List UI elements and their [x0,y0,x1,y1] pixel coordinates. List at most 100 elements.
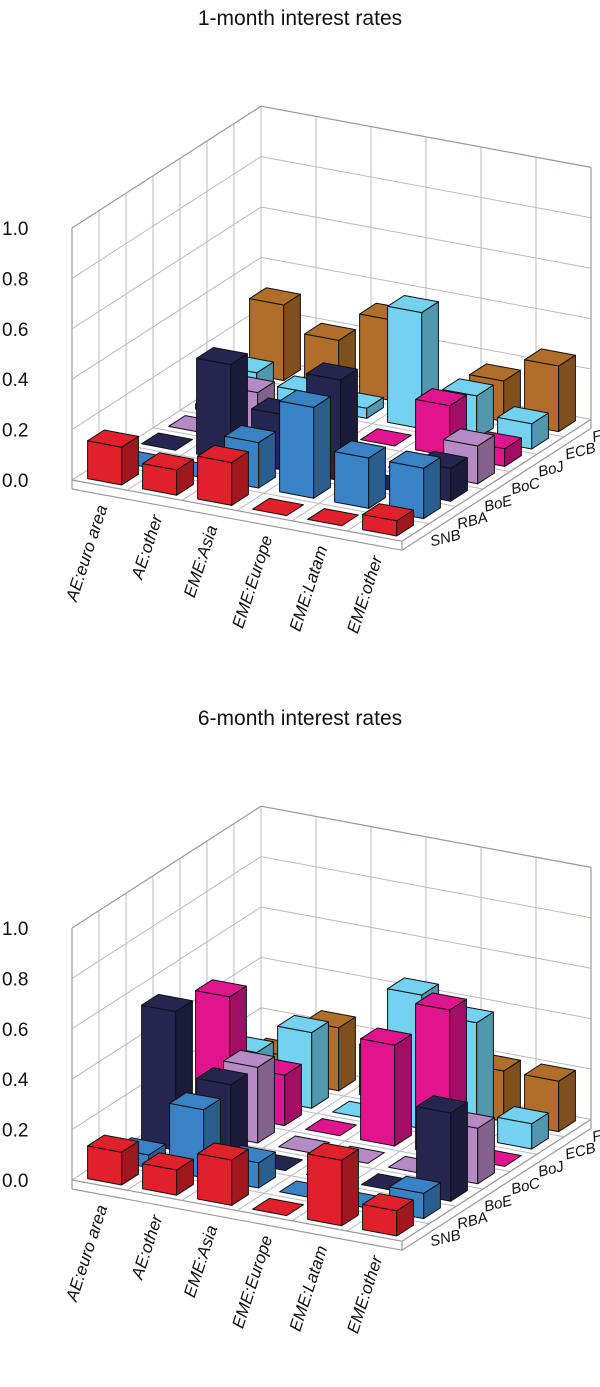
x-category-label: EME:other [343,1252,386,1336]
grid-line [401,427,592,551]
bar-rba-1 [169,1092,221,1179]
x-category-label: EME:Europe [228,533,276,631]
y-axis-ticks: 0.0 0.2 0.4 0.6 0.8 1.0 [2,219,29,492]
bar-top-face [306,362,358,381]
y-tick-label: 0.8 [2,969,28,990]
bar-top-face [442,378,494,397]
chart-panel-6-month: 6-month interest rates 0.0 0.2 0.4 0.6 0… [2,707,600,1336]
y-tick-label: 0.6 [2,320,28,341]
bar-ecb-5 [497,1106,549,1150]
bar-top-face [362,1193,414,1212]
bar-rba-3 [279,389,331,499]
y-tick-label: 0.4 [2,370,29,391]
bar-side-face [338,1016,356,1092]
x-category-label: EME:Europe [228,1233,276,1331]
bar-side-face [257,1056,275,1144]
bar-front-face [197,455,233,506]
depth-series-label: BoE [482,1192,515,1216]
bar-snb-4 [307,1142,359,1227]
bar-top-face [249,287,301,306]
x-category-label: EME:other [343,552,386,636]
bar-boe-0 [141,432,193,451]
bar-top-face [360,1027,412,1046]
y-tick-label: 1.0 [2,919,28,940]
bar-top-face [142,1152,194,1171]
bar-top-face [252,1197,304,1217]
bar-top-face [224,425,276,444]
bar-boj-2 [305,1118,357,1137]
y-tick-label: 0.2 [2,1121,28,1142]
grid-line [260,805,592,868]
bar-top-face [389,1175,441,1194]
bar-side-face [311,1021,329,1109]
bar-side-face [394,1033,412,1147]
x-category-label: EME:Latam [286,543,332,633]
bar-top-face [497,1106,549,1125]
x-category-label: EME:Latam [286,1243,332,1333]
bar-top-face [196,1067,248,1086]
bar-top-face [307,508,359,527]
bar-top-face [277,1014,329,1034]
chart-title: 1-month interest rates [198,7,402,30]
bar-side-face [450,1101,468,1202]
chart-title: 6-month interest rates [198,707,402,730]
grid-line [71,906,262,1030]
chart-panel-1-month: 1-month interest rates 0.0 0.2 0.4 0.6 0… [2,7,600,636]
bar-snb-0 [87,1134,139,1186]
bar-top-face [362,503,414,522]
bar-snb-2 [197,1142,249,1206]
grid-line [71,805,262,929]
bar-top-face [360,428,412,447]
bar-top-face [387,977,439,996]
bar-top-face [524,1063,576,1082]
bar-top-face [387,295,439,314]
bar-top-face [307,1142,359,1161]
bar-front-face [87,440,123,486]
depth-series-label: Fed [590,423,600,446]
bar-top-face [415,388,467,407]
bar-boj-3 [360,1027,412,1147]
grid-line [71,1188,403,1251]
bar-top-face [197,444,249,463]
bar-side-face [283,293,301,382]
depth-series-label: BoJ [536,1158,566,1181]
y-axis-ticks: 0.0 0.2 0.4 0.6 0.8 1.0 [2,919,29,1192]
grid-line [401,1118,592,1242]
bar-front-face [307,1153,343,1227]
bar-top-face [142,452,194,471]
bar-snb-1 [142,1152,194,1196]
bar-front-face [279,400,315,499]
depth-series-label: BoJ [536,458,566,481]
grid-line [71,307,262,431]
bar-top-face [524,348,576,367]
bar-top-face [141,993,193,1013]
y-tick-label: 1.0 [2,219,28,240]
x-category-label: AE:other [127,1211,166,1282]
bar-top-face [304,322,356,341]
depth-series-label: BoC [509,1175,542,1199]
depth-axis-labels: Fed ECB BoJ BoC BoE RBA SNB [428,1123,600,1250]
bar-side-face [313,396,331,499]
grid-line [71,105,262,229]
x-category-label: EME:Asia [180,1223,221,1300]
chart-bars [87,287,576,537]
depth-series-label: ECB [563,439,597,463]
bar-top-face [252,497,304,517]
bar-boj-3 [360,428,412,447]
bar-side-face [558,354,576,433]
grid-line [71,206,262,330]
bar-top-face [416,1095,468,1114]
grid-line [260,105,592,168]
bar-front-face [197,1153,233,1206]
depth-series-label: RBA [455,1209,489,1233]
bar-top-face [169,1092,221,1111]
y-tick-label: 0.6 [2,1020,28,1041]
grid-line [401,418,592,542]
bar-top-face [389,450,441,469]
bar-top-face [196,347,248,366]
bar-rba-5 [389,450,441,520]
depth-series-label: SNB [428,526,462,550]
bar-top-face [141,432,193,451]
grid-line [71,256,262,380]
